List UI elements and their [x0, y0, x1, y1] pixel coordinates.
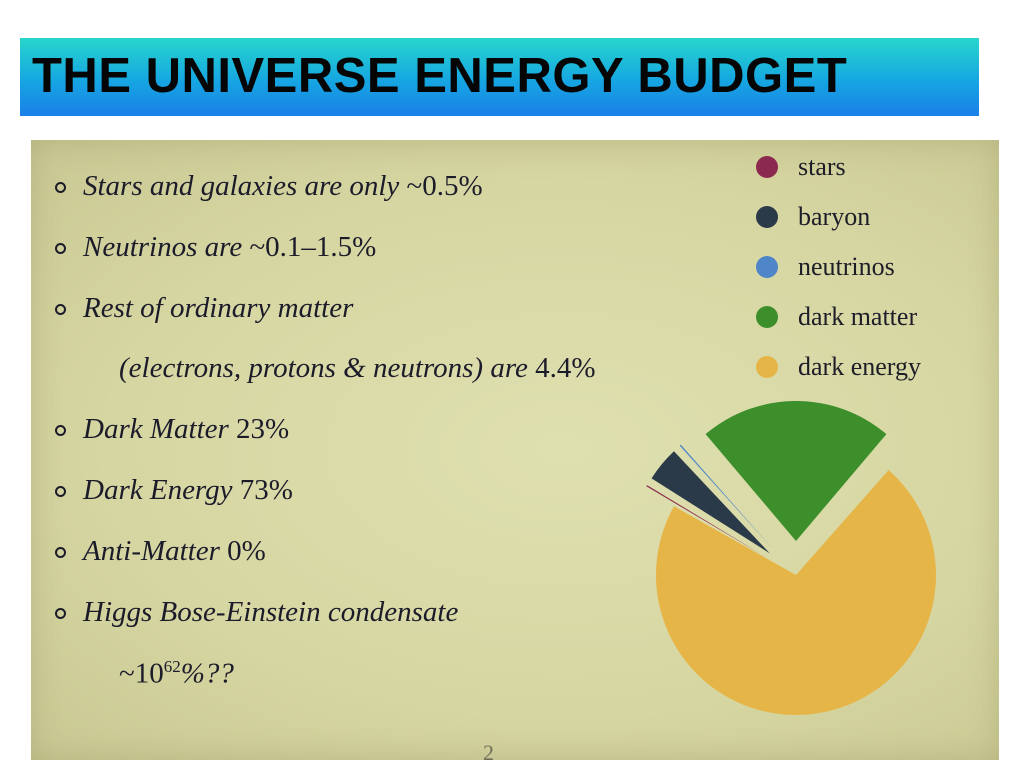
slide-photo: Stars and galaxies are only ~0.5% Neutri…	[31, 140, 999, 760]
bullet-ordinary-matter-continuation: (electrons, protons & neutrons) are 4.4%	[119, 352, 596, 385]
chart-legend: stars baryon neutrinos dark matter dark ener…	[756, 152, 996, 392]
pie-slice-stars	[646, 485, 767, 558]
pie-slice-baryon	[651, 451, 770, 554]
bullet-ordinary-matter-text: Rest of ordinary matter	[83, 292, 354, 324]
legend-label: stars	[798, 152, 846, 181]
bullet-dark-energy-text: Dark Energy	[83, 474, 240, 506]
bullet-dot	[55, 182, 66, 193]
bullet-dot	[55, 425, 66, 436]
bullet-higgs-text: Higgs Bose-Einstein condensate	[83, 596, 459, 628]
bullet-dot	[55, 304, 66, 315]
bullet-neutrinos-value: ~0.1–1.5%	[249, 231, 377, 263]
bullet-neutrinos-text: Neutrinos are	[83, 231, 250, 263]
legend-swatch	[756, 306, 778, 328]
bullet-anti-matter-value: 0%	[227, 535, 266, 567]
page-number: 2	[483, 740, 494, 760]
bullet-higgs-prefix: ~10	[119, 657, 164, 690]
bullet-dark-matter-text: Dark Matter	[83, 413, 237, 445]
legend-label: dark energy	[798, 352, 921, 381]
bullet-dot	[55, 243, 66, 254]
bullet-stars-value: ~0.5%	[406, 170, 483, 202]
legend-swatch	[756, 156, 778, 178]
bullet-dark-energy-value: 73%	[239, 474, 293, 506]
bullet-ordinary-matter-value: 4.4%	[535, 352, 596, 384]
bullet-dot	[55, 486, 66, 497]
bullet-higgs-continuation: ~1062%??	[119, 657, 234, 691]
pie-slice-dark-energy	[656, 470, 936, 715]
legend-swatch	[756, 256, 778, 278]
pie-chart	[646, 401, 936, 715]
pie-slice-dark-matter	[705, 401, 887, 541]
legend-label: baryon	[798, 202, 871, 231]
legend-label: dark matter	[798, 302, 918, 331]
slide-title: THE UNIVERSE ENERGY BUDGET	[32, 49, 848, 103]
bullet-dot	[55, 547, 66, 558]
pie-slice-neutrinos	[679, 444, 774, 550]
legend-swatch	[756, 206, 778, 228]
legend-swatch	[756, 356, 778, 378]
bullet-dot	[55, 608, 66, 619]
legend-label: neutrinos	[798, 252, 895, 281]
bullet-list: Stars and galaxies are only ~0.5% Neutri…	[31, 140, 771, 740]
bullet-dark-matter-value: 23%	[236, 413, 290, 445]
bullet-stars-text: Stars and galaxies are only	[83, 170, 407, 202]
bullet-ordinary-matter-detail: (electrons, protons & neutrons) are	[119, 352, 536, 384]
bullet-higgs-exponent: 62	[163, 657, 181, 676]
bullet-anti-matter-text: Anti-Matter	[83, 535, 228, 567]
bullet-higgs-suffix: %??	[180, 657, 234, 690]
title-bar: THE UNIVERSE ENERGY BUDGET	[20, 38, 979, 116]
